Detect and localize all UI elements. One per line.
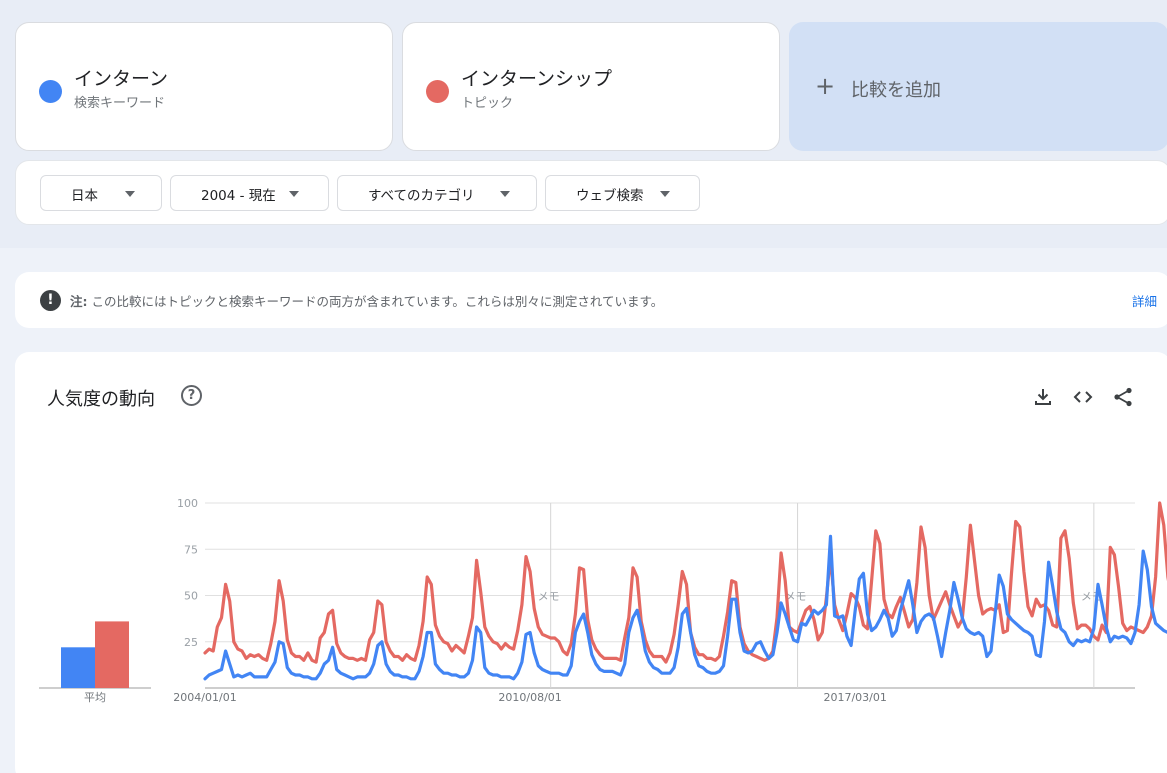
filter-bar: 日本 2004 - 現在 すべてのカテゴリ ウェブ検索	[15, 160, 1167, 225]
share-icon[interactable]	[1111, 385, 1135, 409]
panel-title: 人気度の動向	[47, 389, 155, 410]
period-filter-label: 2004 - 現在	[201, 188, 276, 204]
term-2-color-dot	[426, 80, 449, 103]
term-1-name[interactable]: インターン	[74, 68, 169, 90]
download-icon[interactable]	[1031, 385, 1055, 409]
term-2-name[interactable]: インターンシップ	[461, 68, 613, 90]
add-comparison-button[interactable]: + 比較を追加	[789, 22, 1167, 151]
embed-code-icon[interactable]	[1071, 385, 1095, 409]
region-filter[interactable]: 日本	[40, 175, 162, 211]
term-1-color-dot	[39, 80, 62, 103]
alert-icon: !	[40, 290, 61, 311]
interest-over-time-panel: 人気度の動向 ?	[15, 352, 1167, 773]
help-icon[interactable]: ?	[181, 385, 202, 406]
notice-details-link[interactable]: 詳細	[1131, 294, 1157, 309]
chevron-down-icon	[660, 191, 670, 197]
search-type-filter[interactable]: ウェブ検索	[545, 175, 700, 211]
term-card-1[interactable]: インターン 検索キーワード	[15, 22, 393, 151]
chevron-down-icon	[125, 191, 135, 197]
term-card-2[interactable]: インターンシップ トピック	[402, 22, 780, 151]
period-filter[interactable]: 2004 - 現在	[170, 175, 329, 211]
term-2-type: トピック	[461, 96, 514, 111]
notice-body: この比較にはトピックと検索キーワードの両方が含まれています。これらは別々に測定さ…	[91, 294, 664, 309]
category-filter-label: すべてのカテゴリ	[368, 188, 475, 204]
plus-icon: +	[815, 72, 836, 100]
category-filter[interactable]: すべてのカテゴリ	[337, 175, 537, 211]
chevron-down-icon	[289, 191, 299, 197]
chevron-down-icon	[500, 191, 510, 197]
notice-prefix: 注:	[70, 294, 88, 309]
region-filter-label: 日本	[71, 188, 98, 204]
notice-banner: ! 注: この比較にはトピックと検索キーワードの両方が含まれています。これらは別…	[15, 272, 1167, 328]
notice-text: 注: この比較にはトピックと検索キーワードの両方が含まれています。これらは別々に…	[70, 291, 663, 310]
term-1-type: 検索キーワード	[74, 96, 166, 111]
add-comparison-label: 比較を追加	[851, 80, 941, 101]
search-type-filter-label: ウェブ検索	[576, 188, 644, 204]
